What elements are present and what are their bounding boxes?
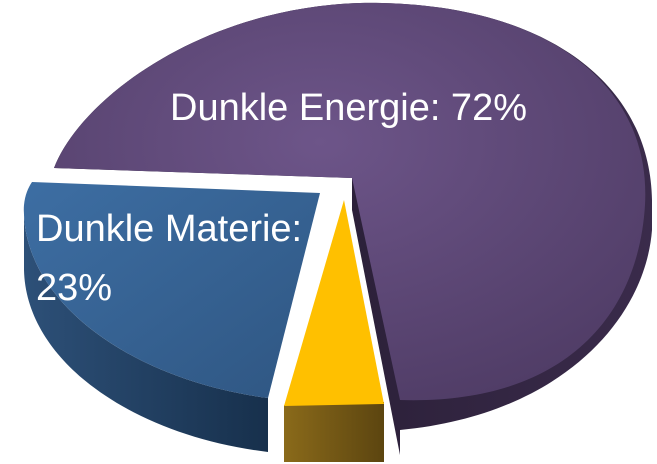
slice-normale-materie: [284, 200, 384, 462]
slice-dunkle-materie-side: [23, 205, 268, 452]
label-dunkle-materie-line1: Dunkle Materie:: [36, 208, 302, 250]
label-dunkle-materie-line2: 23%: [36, 267, 112, 309]
slice-dunkle-energie: [54, 2, 652, 455]
slice-dunkle-materie: [23, 182, 320, 452]
slice-normale-materie-top: [284, 200, 384, 406]
slice-normale-materie-side: [284, 402, 384, 462]
slice-dunkle-energie-top: [54, 2, 646, 401]
label-dunkle-energie: Dunkle Energie: 72%: [170, 87, 527, 129]
slice-dunkle-materie-top: [23, 182, 320, 398]
